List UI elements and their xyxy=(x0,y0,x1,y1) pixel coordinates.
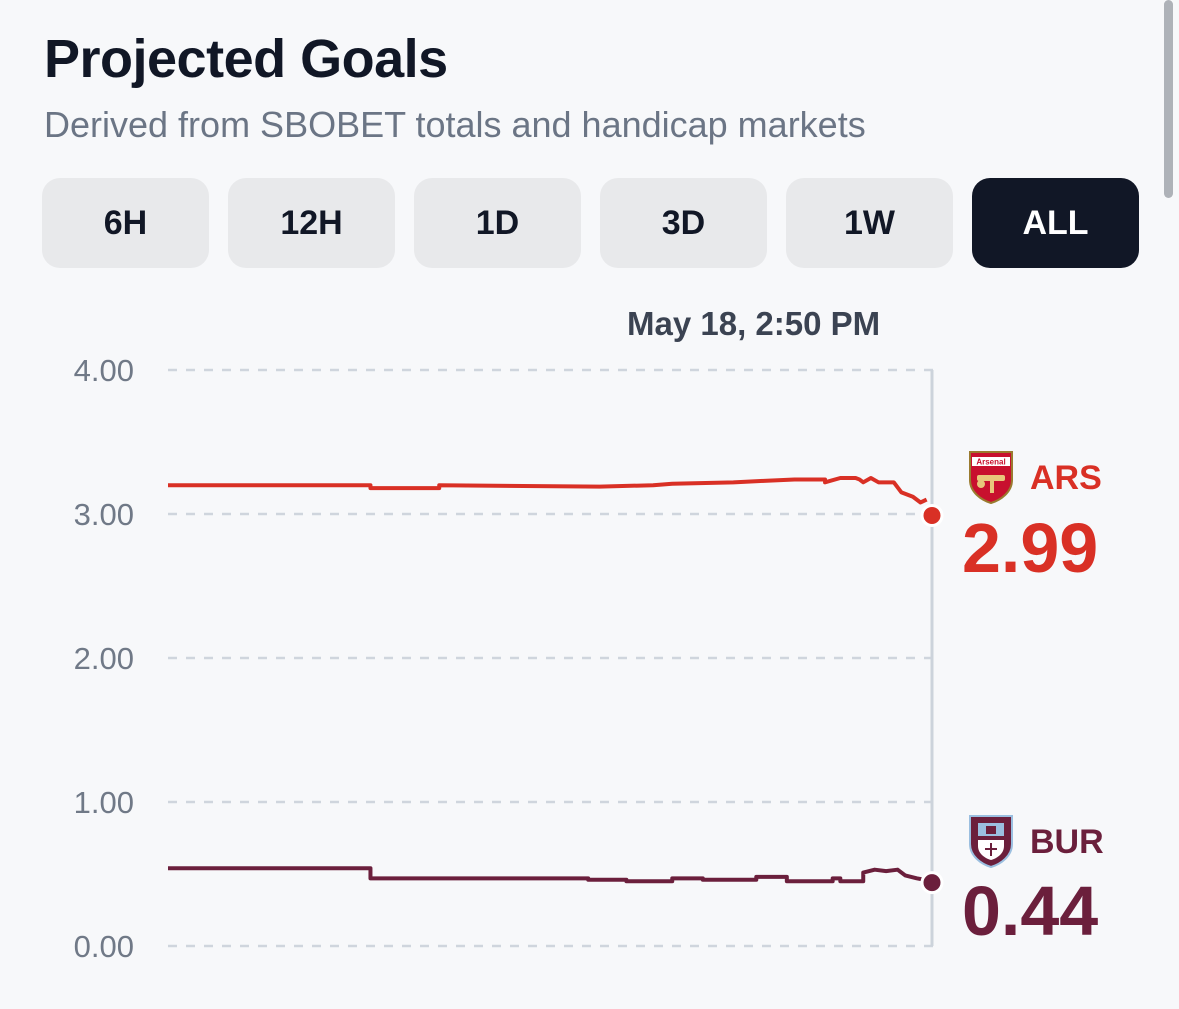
scrollbar[interactable] xyxy=(1164,0,1173,198)
burnley-crest-icon xyxy=(969,815,1013,869)
y-tick-label: 0.00 xyxy=(74,929,134,964)
page-title: Projected Goals xyxy=(44,29,448,89)
y-tick-label: 1.00 xyxy=(74,785,134,820)
ars-value: 2.99 xyxy=(962,509,1098,587)
y-axis-ticks: 4.00 3.00 2.00 1.00 0.00 xyxy=(74,353,134,964)
range-button-1d[interactable]: 1D xyxy=(414,178,581,268)
series-line-bur xyxy=(168,866,925,884)
y-tick-label: 3.00 xyxy=(74,497,134,532)
range-button-1w[interactable]: 1W xyxy=(786,178,953,268)
page-subtitle: Derived from SBOBET totals and handicap … xyxy=(44,104,866,145)
time-range-selector: 6H 12H 1D 3D 1W ALL xyxy=(42,178,1139,268)
series-marker-bur xyxy=(920,871,944,895)
bur-value: 0.44 xyxy=(962,872,1098,950)
tooltip-date: May 18, 2:50 PM xyxy=(627,305,881,342)
legend-ars: Arsenal ARS 2.99 xyxy=(962,451,1102,587)
ars-label: ARS xyxy=(1030,459,1102,497)
range-button-6h[interactable]: 6H xyxy=(42,178,209,268)
bur-label: BUR xyxy=(1030,823,1104,861)
legend-bur: BUR 0.44 xyxy=(962,815,1104,950)
svg-text:Arsenal: Arsenal xyxy=(976,458,1005,467)
y-tick-label: 4.00 xyxy=(74,353,134,388)
grid-lines xyxy=(168,368,940,948)
series-line-ars xyxy=(168,476,928,505)
arsenal-crest-icon: Arsenal xyxy=(969,451,1013,505)
series-lines xyxy=(168,476,928,884)
y-tick-label: 2.00 xyxy=(74,641,134,676)
series-markers xyxy=(920,503,944,895)
range-button-3d[interactable]: 3D xyxy=(600,178,767,268)
range-button-12h[interactable]: 12H xyxy=(228,178,395,268)
range-button-all[interactable]: ALL xyxy=(972,178,1139,268)
series-marker-ars xyxy=(920,503,944,527)
